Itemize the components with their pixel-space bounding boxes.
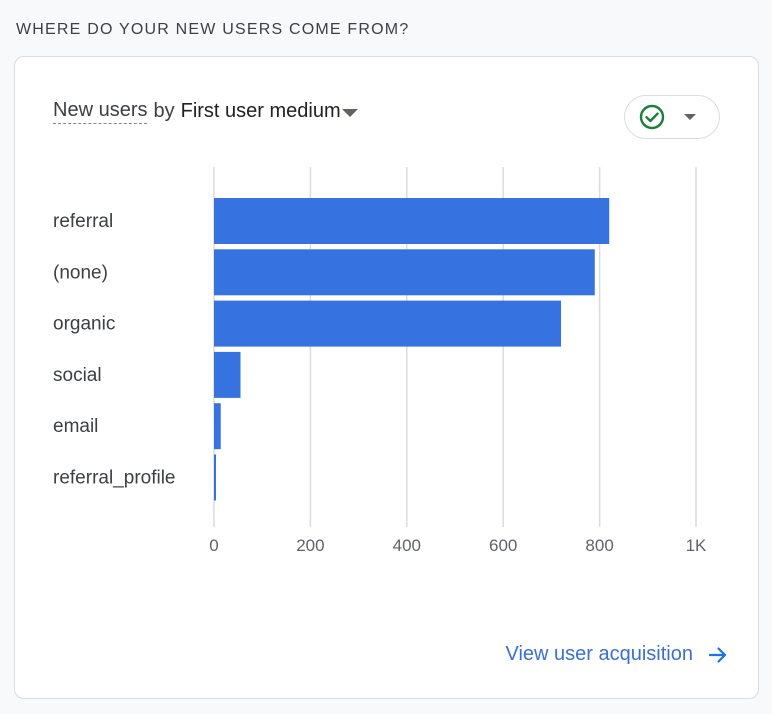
x-tick-label: 1K bbox=[686, 536, 707, 555]
category-label: email bbox=[53, 416, 98, 437]
bar bbox=[214, 403, 221, 450]
x-tick-label: 200 bbox=[296, 536, 324, 555]
bar bbox=[214, 249, 595, 296]
x-axis-ticks: 0 200 400 600 800 1K bbox=[209, 536, 707, 555]
caret-down-icon bbox=[341, 108, 358, 117]
view-user-acquisition-link[interactable]: View user acquisition bbox=[505, 643, 729, 666]
x-tick-label: 400 bbox=[393, 536, 421, 555]
x-tick-label: 600 bbox=[489, 536, 517, 555]
category-label: referral_profile bbox=[53, 468, 176, 489]
view-user-acquisition-label: View user acquisition bbox=[505, 643, 693, 665]
x-tick-label: 0 bbox=[209, 536, 218, 555]
arrow-right-icon bbox=[708, 646, 727, 663]
category-label: social bbox=[53, 365, 102, 386]
comparison-status-button[interactable] bbox=[624, 95, 720, 139]
by-label: by bbox=[153, 100, 175, 122]
category-label: referral bbox=[53, 211, 113, 232]
bar bbox=[214, 351, 241, 398]
section-title: WHERE DO YOUR NEW USERS COME FROM? bbox=[16, 21, 410, 38]
card-header: New users by First user medium bbox=[53, 99, 358, 124]
dimension-selector[interactable]: First user medium bbox=[181, 100, 358, 123]
metric-selector[interactable]: New users bbox=[53, 99, 148, 124]
check-circle-icon bbox=[639, 104, 665, 130]
bar bbox=[214, 198, 610, 244]
category-labels: referral (none) organic social email referral… bbox=[53, 211, 176, 489]
bar bbox=[214, 454, 216, 501]
bar bbox=[214, 300, 562, 347]
new-users-card: New users by First user medium referral (… bbox=[14, 56, 759, 699]
bar-chart: referral (none) organic social email referral… bbox=[53, 167, 707, 555]
caret-down-icon bbox=[684, 114, 696, 120]
category-label: organic bbox=[53, 314, 115, 335]
x-tick-label: 800 bbox=[585, 536, 613, 555]
bars bbox=[214, 198, 610, 501]
dimension-label: First user medium bbox=[180, 100, 341, 122]
category-label: (none) bbox=[53, 262, 108, 283]
